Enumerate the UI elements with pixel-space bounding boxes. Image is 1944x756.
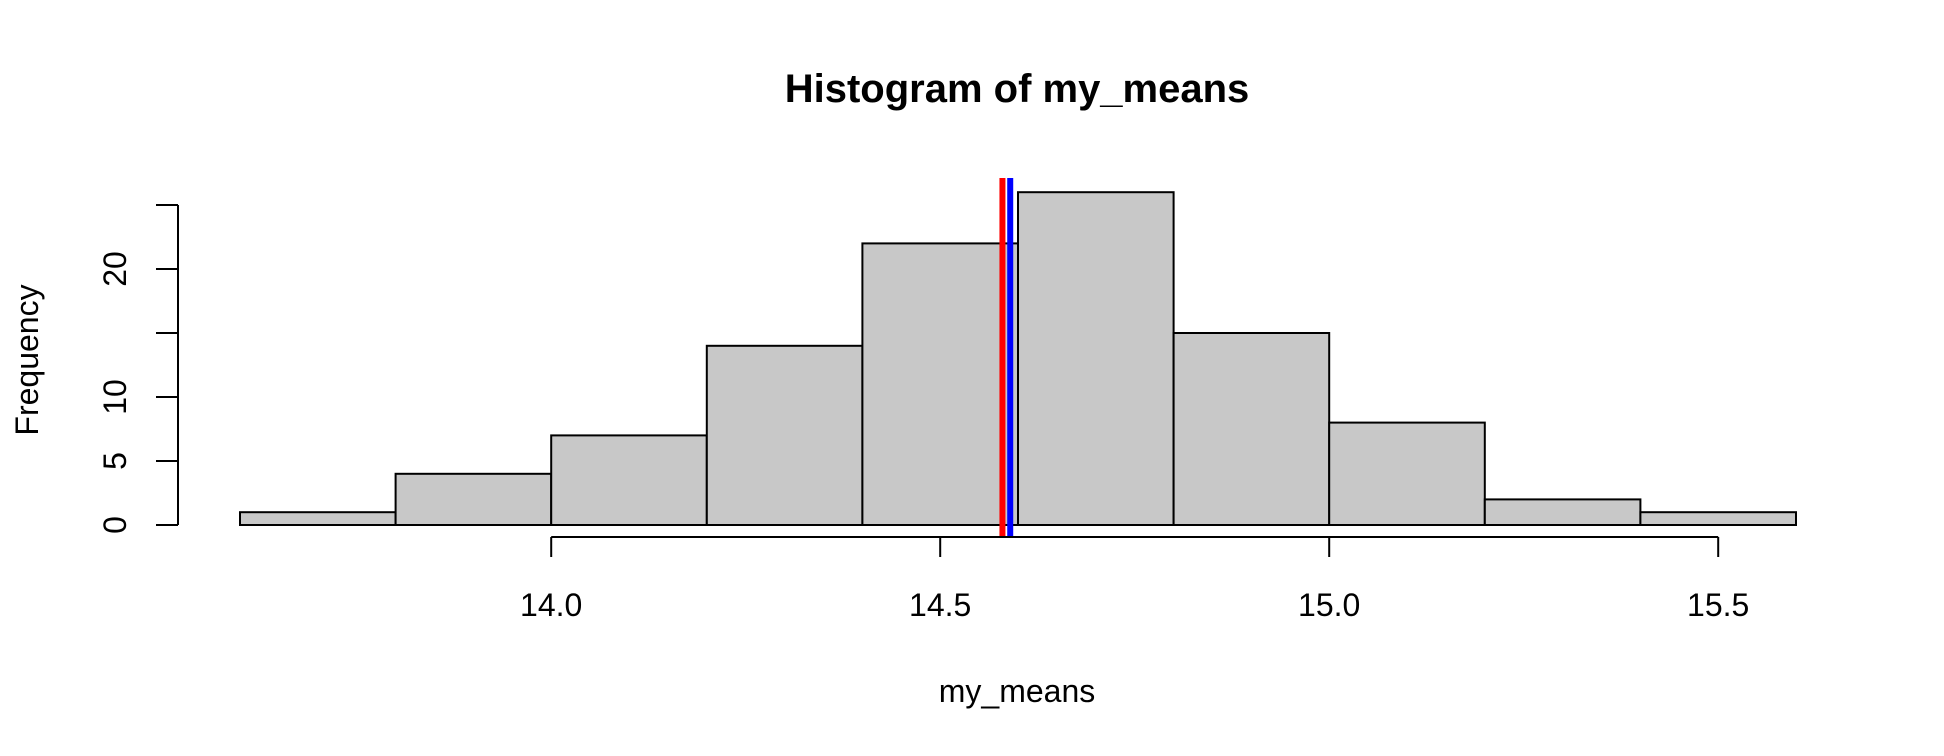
histogram-bar-4 [861, 242, 1020, 526]
histogram-bar-0 [239, 511, 397, 527]
reference-lines [999, 178, 1014, 537]
chart-title: Histogram of my_means [785, 67, 1250, 111]
histogram-bar-1 [394, 472, 553, 526]
histogram-bars [239, 191, 1798, 527]
y-tick-label-0: 0 [97, 516, 133, 534]
histogram-bar-2 [550, 434, 708, 526]
histogram-bar-9 [1639, 511, 1798, 527]
y-axis: 0 5 10 20 [97, 204, 179, 534]
x-tick-label-2: 15.0 [1298, 587, 1360, 623]
x-axis-label: my_means [939, 673, 1096, 709]
histogram-bar-5 [1017, 191, 1175, 526]
x-tick-label-3: 15.5 [1687, 587, 1749, 623]
histogram-bar-7 [1328, 421, 1486, 527]
x-tick-label-1: 14.5 [909, 587, 971, 623]
x-axis: 14.0 14.5 15.0 15.5 [520, 536, 1749, 623]
y-tick-label-1: 5 [97, 452, 133, 470]
histogram-bar-6 [1172, 332, 1331, 526]
y-tick-label-2: 10 [97, 379, 133, 415]
x-tick-label-0: 14.0 [520, 587, 582, 623]
histogram-bar-3 [705, 344, 864, 526]
y-axis-label: Frequency [9, 284, 45, 435]
histogram-bar-8 [1483, 498, 1642, 526]
y-tick-label-4: 20 [97, 251, 133, 287]
